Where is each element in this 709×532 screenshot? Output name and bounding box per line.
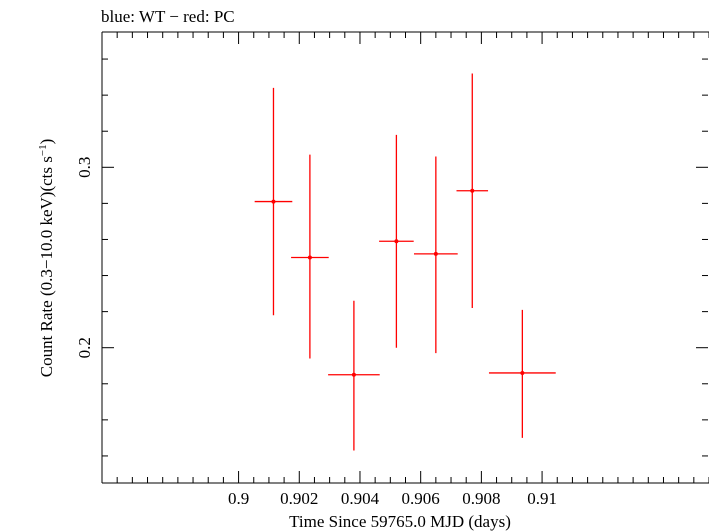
plot-axes — [101, 31, 709, 484]
point-marker — [520, 370, 525, 375]
point-marker — [307, 255, 312, 260]
point-marker — [394, 239, 399, 244]
y-axis-label-superscript: −1 — [37, 144, 49, 156]
point-marker — [433, 251, 438, 256]
x-tick-label: 0.902 — [280, 489, 318, 508]
point-marker — [470, 188, 475, 193]
point-marker — [351, 372, 356, 377]
data-point — [413, 156, 458, 354]
data-point — [379, 134, 414, 348]
data-point — [488, 309, 556, 438]
x-tick-label: 0.908 — [462, 489, 500, 508]
y-axis-label: Count Rate (0.3−10.0 keV)(cts s−1) — [37, 139, 56, 378]
data-point — [456, 73, 489, 309]
x-axis-ticks: 0.9 0.902 0.904 0.906 0.908 0.91 — [101, 32, 709, 508]
y-tick-label: 0.3 — [75, 157, 94, 178]
x-tick-label: 0.904 — [341, 489, 380, 508]
x-tick-label: 0.9 — [228, 489, 249, 508]
data-points — [254, 73, 556, 451]
y-tick-label: 0.2 — [75, 337, 94, 358]
y-axis-label-main: Count Rate (0.3−10.0 keV)(cts s — [37, 156, 56, 377]
x-axis-label: Time Since 59765.0 MJD (days) — [289, 512, 511, 531]
point-marker — [271, 199, 276, 204]
data-point — [328, 300, 380, 451]
chart-title: blue: WT − red: PC — [101, 7, 235, 26]
y-axis-label-close: ) — [37, 139, 56, 145]
data-point — [291, 154, 329, 359]
data-point — [254, 87, 293, 316]
x-tick-label: 0.906 — [402, 489, 440, 508]
x-tick-label: 0.91 — [527, 489, 557, 508]
y-axis-ticks: 0.2 0.3 — [75, 58, 708, 457]
